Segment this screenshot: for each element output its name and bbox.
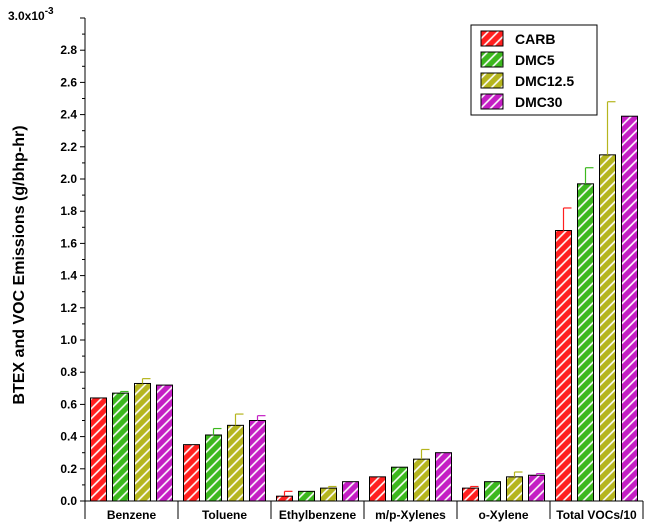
y-axis: 0.0 0.2 0.4 0.6 0.8 1.0 1.2 1.4 1.6 1.8 2.0 2.2 2.4 2… <box>60 17 86 508</box>
bar-dmc5-toluene <box>205 434 222 502</box>
bar-dmc5-total-vocs-10 <box>577 183 594 502</box>
bar-dmc30-m-p-xylenes <box>435 452 452 502</box>
y-tick-label: 2.8 <box>60 43 77 57</box>
y-tick-label: 1.4 <box>60 269 77 283</box>
y-exponent-base: 3.0x10 <box>8 9 45 23</box>
legend-swatch <box>480 51 504 68</box>
bar-dmc30-total-vocs-10 <box>621 115 638 502</box>
y-tick-label: 0.8 <box>60 365 77 379</box>
bar-dmc30-ethylbenzene <box>342 481 359 502</box>
y-tick-label: 2.0 <box>60 172 77 186</box>
bar-carb-total-vocs-10 <box>555 230 572 502</box>
legend-swatch <box>480 30 504 47</box>
bar-dmc12-5-ethylbenzene <box>320 487 337 502</box>
y-tick-label: 1.0 <box>60 333 77 347</box>
bar-carb-ethylbenzene <box>276 495 293 502</box>
x-tick-label: Benzene <box>107 508 157 522</box>
x-tick-label: m/p-Xylenes <box>375 508 446 522</box>
bar-dmc30-toluene <box>249 420 266 502</box>
bar-dmc12-5-total-vocs-10 <box>599 154 616 502</box>
legend: CARB DMC5 DMC12.5 DMC30 <box>470 24 598 116</box>
y-tick-label: 2.2 <box>60 140 77 154</box>
legend-swatch <box>480 72 504 89</box>
bar-carb-toluene <box>183 444 200 502</box>
y-axis-label: BTEX and VOC Emissions (g/bhp-hr) <box>11 125 28 404</box>
bar-dmc5-m-p-xylenes <box>391 466 408 502</box>
bar-carb-benzene <box>90 397 107 502</box>
y-tick-label: 2.4 <box>60 108 77 122</box>
bar-dmc30-benzene <box>156 384 173 502</box>
y-tick-label: 0.2 <box>60 462 77 476</box>
bar-dmc12-5-m-p-xylenes <box>413 458 430 502</box>
bar-dmc30-o-xylene <box>528 474 545 502</box>
bar-dmc5-ethylbenzene <box>298 490 315 502</box>
y-exponent-power: -3 <box>45 6 54 17</box>
legend-label: DMC30 <box>515 94 563 110</box>
bar-dmc12-5-benzene <box>134 382 151 502</box>
y-axis-exponent: 3.0x10-3 <box>8 6 54 23</box>
bar-dmc5-o-xylene <box>484 481 501 502</box>
plot-area <box>90 101 638 502</box>
legend-swatch <box>480 93 504 110</box>
x-tick-label: Total VOCs/10 <box>556 508 637 522</box>
x-tick-label: Ethylbenzene <box>279 508 357 522</box>
y-tick-label: 1.8 <box>60 204 77 218</box>
x-tick-label: Toluene <box>202 508 247 522</box>
bar-dmc12-5-toluene <box>227 424 244 502</box>
y-tick-label: 0.6 <box>60 397 77 411</box>
legend-label: CARB <box>515 31 555 47</box>
bar-dmc5-benzene <box>112 392 129 502</box>
legend-label: DMC12.5 <box>515 73 574 89</box>
bar-dmc12-5-o-xylene <box>506 476 523 502</box>
x-tick-label: o-Xylene <box>478 508 528 522</box>
bar-carb-o-xylene <box>462 487 479 502</box>
bar-carb-m-p-xylenes <box>369 476 386 502</box>
y-tick-label: 2.6 <box>60 75 77 89</box>
y-tick-label: 0.0 <box>60 494 77 508</box>
x-axis: Benzene Toluene Ethylbenzene m/p-Xylenes o-X… <box>84 500 644 522</box>
y-tick-label: 1.2 <box>60 301 77 315</box>
y-tick-label: 1.6 <box>60 236 77 250</box>
y-tick-label: 0.4 <box>60 430 77 444</box>
legend-label: DMC5 <box>515 52 555 68</box>
